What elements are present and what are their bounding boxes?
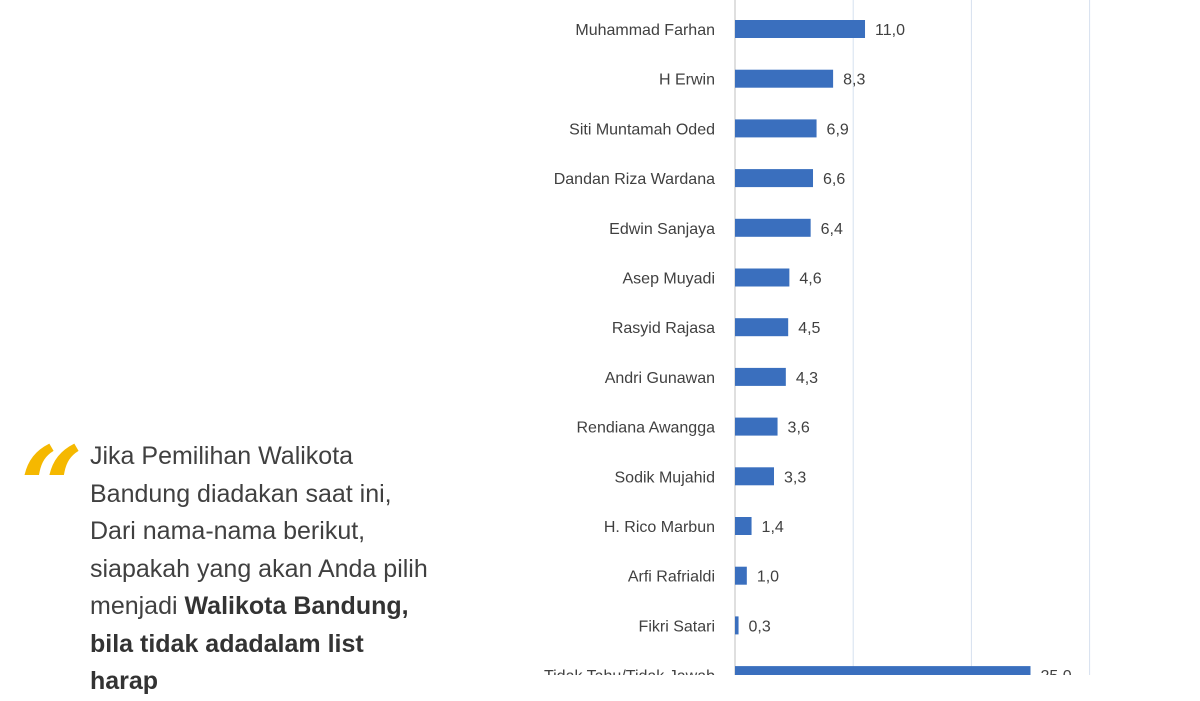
bar: [735, 517, 752, 535]
value-label: 4,5: [798, 320, 820, 337]
category-label: Dandan Riza Wardana: [554, 171, 715, 188]
category-label: H. Rico Marbun: [604, 519, 715, 536]
bar: [735, 467, 775, 486]
bar: [735, 119, 817, 138]
bar: [735, 69, 834, 88]
value-label: 6,4: [821, 221, 843, 238]
bar: [735, 616, 739, 635]
bar-chart: Muhammad Farhan 11,0 H Erwin 8,3 Siti Muntam…: [544, 0, 1091, 675]
value-label: 1,4: [762, 519, 784, 536]
category-label: Rendiana Awangga: [577, 420, 716, 437]
value-label: 6,6: [823, 171, 845, 188]
category-label: Andri Gunawan: [605, 370, 715, 387]
value-label: 3,6: [788, 420, 810, 437]
survey-question: Jika Pemilihan Walikota Bandung diadakan…: [90, 438, 435, 701]
category-label: Arfi Rafrialdi: [628, 569, 715, 586]
value-label: 25,0: [1041, 668, 1072, 675]
bar: [735, 367, 786, 386]
bar: [735, 318, 789, 337]
category-label: Asep Muyadi: [623, 271, 716, 288]
quote-mark-icon: “: [20, 422, 84, 551]
bar: [735, 169, 814, 188]
category-label: Edwin Sanjaya: [609, 221, 715, 238]
value-label: 6,9: [827, 121, 849, 138]
category-label: Fikri Satari: [639, 618, 715, 635]
category-label: Tidak Tahu/Tidak Jawab: [544, 668, 715, 675]
value-label: 3,3: [784, 469, 806, 486]
category-label: Muhammad Farhan: [575, 22, 715, 39]
category-label: H Erwin: [659, 72, 715, 89]
bar: [735, 218, 811, 237]
bar: [735, 268, 790, 287]
category-label: Rasyid Rajasa: [612, 320, 715, 337]
bar: [735, 417, 778, 436]
bar: [735, 20, 866, 38]
value-label: 11,0: [875, 22, 905, 39]
category-label: Siti Muntamah Oded: [569, 121, 715, 138]
value-label: 8,3: [843, 72, 865, 89]
question-text: Jika Pemilihan Walikota Bandung diadakan…: [90, 442, 428, 620]
value-label: 0,3: [749, 618, 771, 635]
value-label: 4,6: [799, 271, 821, 288]
value-label: 1,0: [757, 569, 779, 586]
category-label: Sodik Mujahid: [615, 469, 716, 486]
bar: [735, 566, 747, 585]
bar: [735, 666, 1031, 675]
value-label: 4,3: [796, 370, 818, 387]
